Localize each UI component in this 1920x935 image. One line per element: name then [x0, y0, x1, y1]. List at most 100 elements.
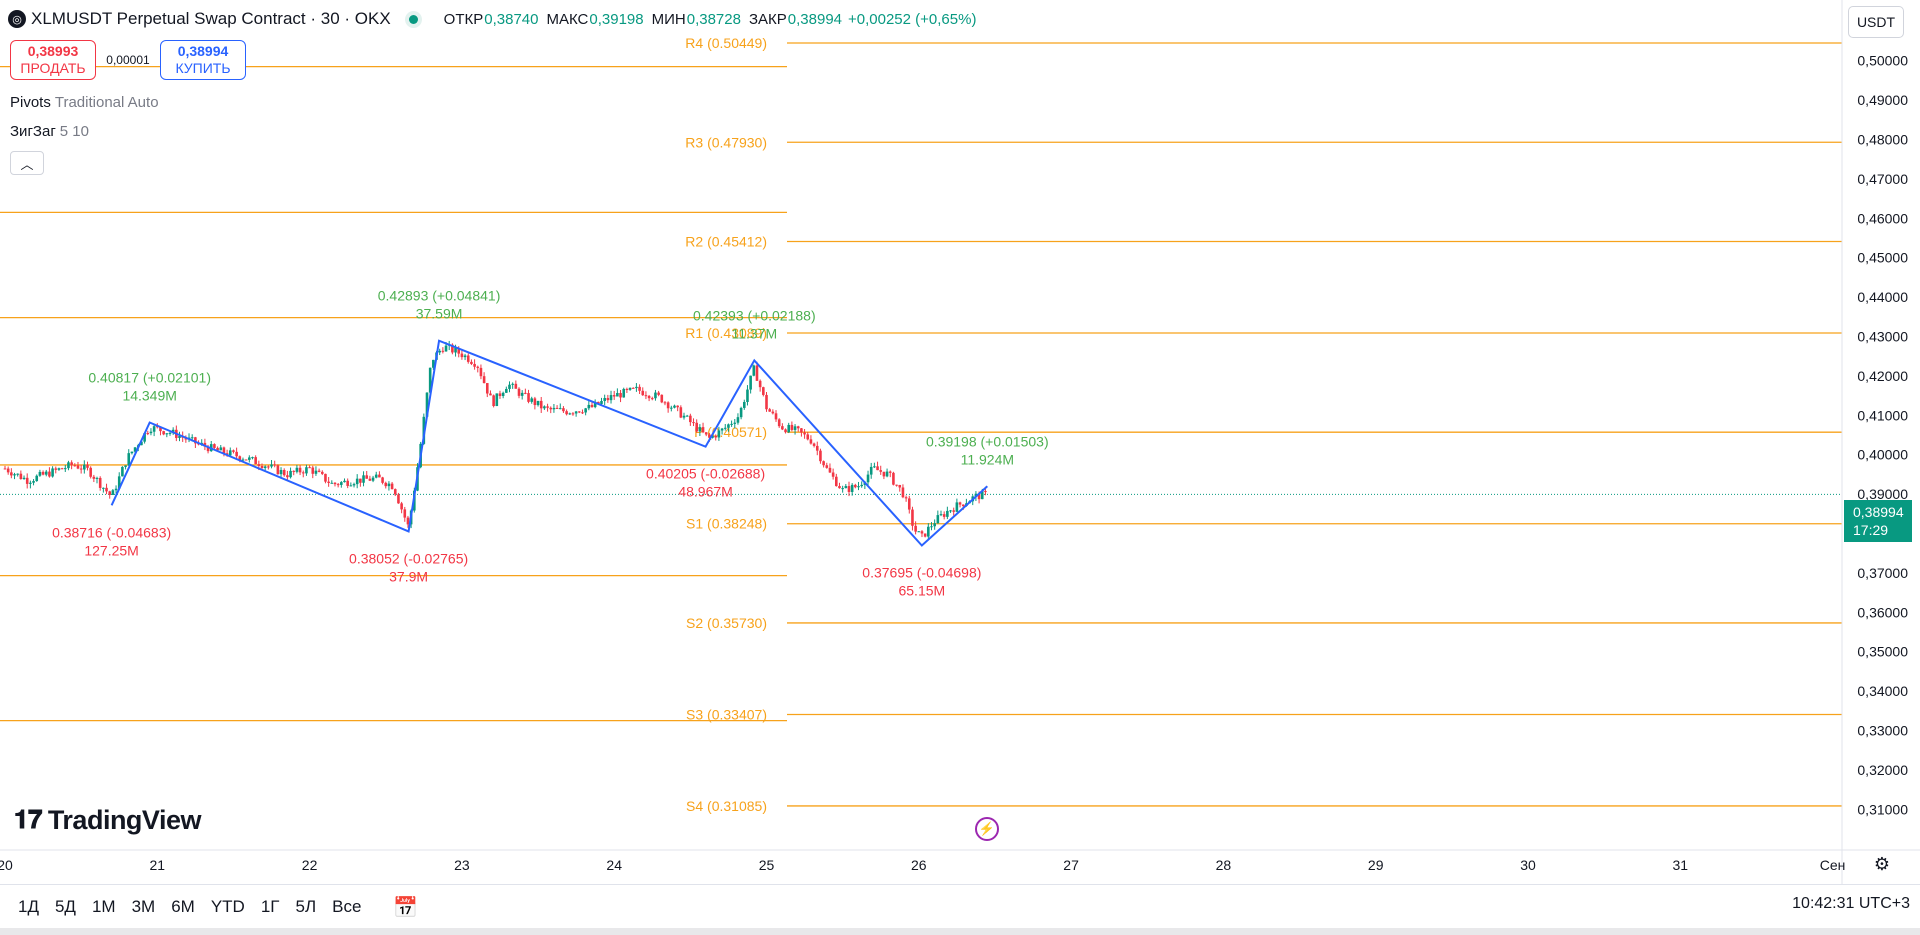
zigzag-label: 0.42893 (+0.04841): [378, 288, 501, 304]
range-3m[interactable]: 3М: [131, 897, 156, 916]
candle-body: [609, 395, 613, 401]
candle-body: [907, 498, 911, 510]
candle-body: [397, 494, 400, 504]
candle: [942, 511, 946, 520]
candle-body: [619, 392, 622, 398]
time-tick-label: 23: [454, 857, 470, 873]
range-all[interactable]: Все: [332, 897, 362, 916]
candle-body: [758, 380, 762, 388]
sell-button[interactable]: 0,38993 ПРОДАТЬ: [10, 40, 96, 80]
candle-body: [800, 428, 803, 433]
candle: [882, 471, 886, 480]
candle: [6, 466, 10, 475]
candle-body: [378, 474, 381, 478]
buy-button[interactable]: 0,38994 КУПИТЬ: [160, 40, 246, 80]
candle-body: [498, 393, 502, 396]
candle: [844, 484, 848, 489]
symbol-title[interactable]: XLMUSDT Perpetual Swap Contract · 30 · O…: [31, 9, 391, 28]
candle: [847, 481, 851, 497]
candle: [936, 510, 940, 524]
candle: [289, 467, 292, 479]
collapse-legend-button[interactable]: ︿: [10, 151, 44, 175]
ohlc-close-value: 0,38994: [787, 10, 843, 28]
candle: [162, 430, 165, 436]
candle-body: [828, 467, 832, 473]
candle-body: [549, 407, 553, 410]
range-1y[interactable]: 1Г: [260, 897, 280, 916]
range-1m[interactable]: 1М: [91, 897, 116, 916]
candle-body: [720, 428, 724, 431]
candle-body: [847, 486, 851, 492]
candle-body: [917, 531, 921, 533]
candle: [546, 403, 549, 412]
candle-body: [466, 355, 470, 362]
candle-body: [460, 353, 464, 358]
time-tick-label: 30: [1520, 857, 1536, 873]
time-axis[interactable]: 20 21 22 23 24 25 26 27 28 29 30 31 Сен: [0, 849, 1920, 873]
candle-body: [251, 457, 254, 459]
candle: [476, 365, 480, 373]
candle-body: [901, 487, 905, 498]
candle-body: [492, 395, 495, 407]
candle: [549, 406, 553, 414]
candle-body: [355, 478, 359, 485]
candle: [79, 464, 83, 474]
candle-body: [977, 493, 981, 500]
candle-body: [644, 395, 648, 397]
indicator-pivots[interactable]: Pivots Traditional Auto: [10, 94, 159, 111]
range-5y[interactable]: 5Л: [295, 897, 317, 916]
range-ytd[interactable]: YTD: [210, 897, 245, 916]
candle: [815, 441, 819, 456]
candle: [873, 462, 876, 469]
candle: [720, 427, 724, 435]
candle-body: [574, 411, 578, 414]
candle-body: [298, 467, 302, 473]
candle-body: [650, 398, 654, 400]
candle: [622, 387, 626, 398]
candle: [282, 468, 286, 477]
ohlc-high-label: МАКС: [546, 10, 589, 28]
lightning-icon[interactable]: ⚡: [975, 817, 999, 841]
price-axis[interactable]: 0,31000 0,32000 0,33000 0,34000 0,35000 0,360…: [1841, 0, 1908, 884]
candle: [930, 522, 933, 531]
candle-body: [140, 441, 143, 446]
candle-body: [524, 392, 527, 394]
candle-body: [368, 478, 372, 481]
price-tick-label: 0,41000: [1857, 407, 1908, 423]
candle: [885, 468, 889, 478]
candle: [244, 459, 248, 461]
range-5d[interactable]: 5Д: [54, 897, 76, 916]
candle-body: [95, 477, 99, 479]
candle: [63, 464, 67, 472]
candle: [777, 418, 781, 428]
tradingview-logo[interactable]: 𝟏𝟕 TradingView: [14, 804, 201, 836]
candle-body: [451, 344, 454, 353]
candle-body: [257, 464, 261, 467]
candle-body: [438, 350, 441, 353]
indicator-zigzag[interactable]: ЗигЗаг 5 10: [10, 123, 89, 140]
candle: [581, 409, 584, 415]
range-6m[interactable]: 6М: [171, 897, 195, 916]
candle: [869, 462, 873, 479]
candle-body: [279, 469, 283, 475]
candle: [727, 423, 730, 432]
clock[interactable]: 10:42:31 UTC+3: [1792, 895, 1910, 912]
candle-body: [51, 468, 54, 477]
time-tick-label: 28: [1216, 857, 1232, 873]
candle-body: [213, 444, 216, 448]
candle: [917, 531, 921, 533]
candle: [368, 475, 372, 481]
calendar-range-icon[interactable]: 📅: [393, 896, 419, 919]
currency-selector[interactable]: USDT: [1848, 6, 1904, 38]
candle-body: [882, 471, 886, 477]
candle: [796, 425, 800, 432]
gear-icon[interactable]: ⚙: [1873, 853, 1891, 874]
candle-body: [577, 411, 581, 413]
range-1d[interactable]: 1Д: [18, 897, 39, 916]
candle: [676, 405, 679, 412]
candle-body: [733, 422, 737, 424]
candle: [841, 485, 844, 493]
candle: [51, 466, 54, 478]
candle-body: [289, 470, 292, 478]
